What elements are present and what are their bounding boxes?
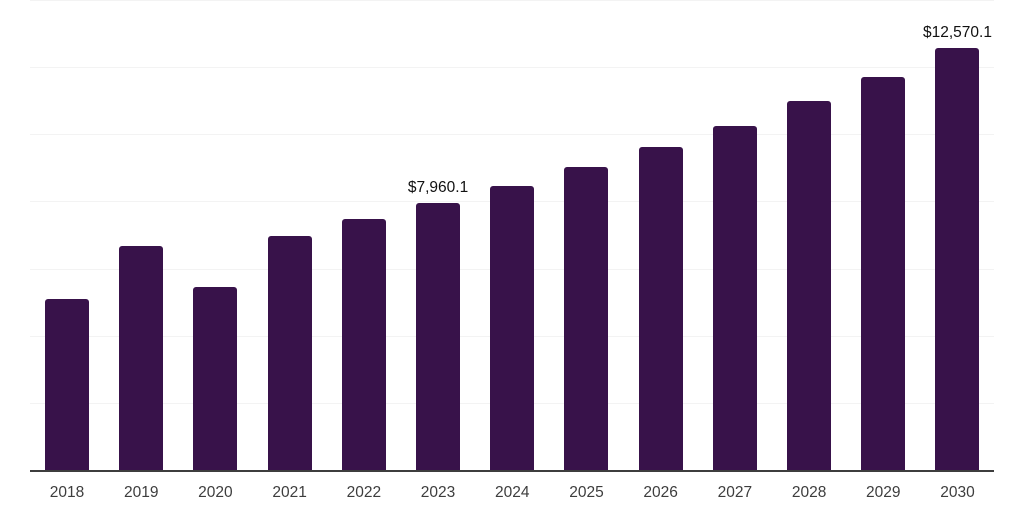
gridline bbox=[30, 134, 994, 135]
x-tick-label-2019: 2019 bbox=[123, 484, 159, 501]
x-tick-label-2026: 2026 bbox=[643, 484, 678, 501]
x-tick-label-2023: 2023 bbox=[420, 484, 456, 501]
x-tick-label-2027: 2027 bbox=[717, 484, 753, 501]
bar-2019 bbox=[119, 246, 164, 470]
data-label-2023: $7,960.1 bbox=[407, 178, 469, 196]
bar-2022 bbox=[341, 218, 386, 470]
bar-2018 bbox=[45, 299, 89, 470]
x-tick-label-2025: 2025 bbox=[569, 484, 604, 501]
x-tick-label-2022: 2022 bbox=[346, 484, 382, 501]
data-label-2030: $12,570.1 bbox=[923, 24, 992, 41]
bar-2025 bbox=[564, 166, 609, 470]
x-tick-label-2030: 2030 bbox=[940, 484, 975, 501]
x-tick-label-2029: 2029 bbox=[866, 484, 901, 501]
gridline bbox=[30, 67, 994, 68]
bar-2030 bbox=[935, 48, 980, 470]
bar-2026 bbox=[638, 146, 683, 470]
gridline bbox=[30, 0, 994, 1]
bar-2020 bbox=[193, 287, 238, 470]
bar-2023 bbox=[416, 202, 461, 470]
bar-2028 bbox=[787, 101, 832, 470]
bar-2029 bbox=[861, 76, 906, 470]
x-tick-label-2020: 2020 bbox=[198, 484, 233, 501]
bar-2024 bbox=[490, 186, 535, 470]
bar-2027 bbox=[712, 125, 757, 470]
x-tick-label-2024: 2024 bbox=[494, 484, 530, 501]
x-tick-label-2018: 2018 bbox=[49, 484, 85, 501]
x-tick-label-2021: 2021 bbox=[272, 484, 307, 501]
x-axis-line bbox=[30, 470, 994, 472]
x-tick-label-2028: 2028 bbox=[791, 484, 827, 501]
bar-2021 bbox=[267, 236, 312, 470]
